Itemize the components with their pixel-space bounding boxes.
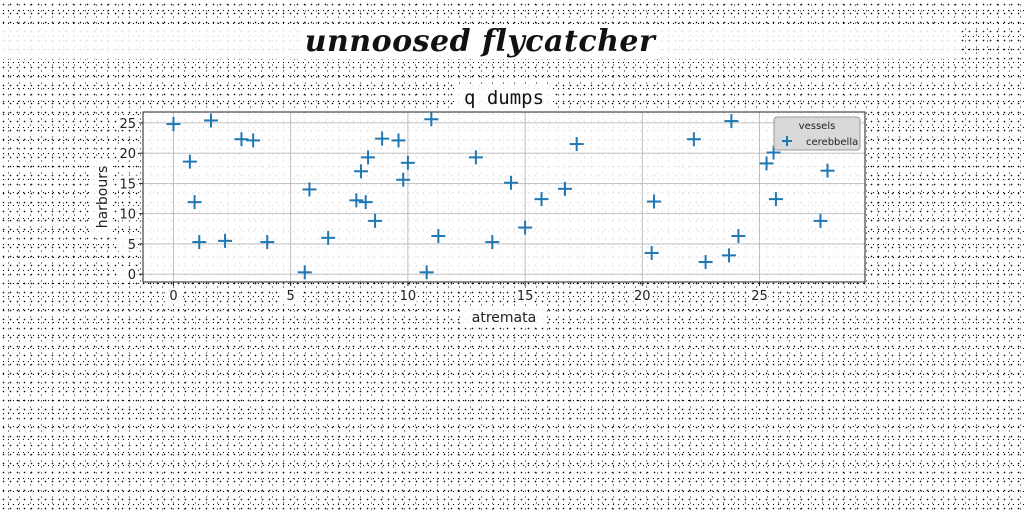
data-point bbox=[504, 175, 519, 190]
data-point bbox=[375, 131, 390, 146]
x-tick-label-bg bbox=[633, 289, 652, 303]
data-point bbox=[358, 195, 373, 210]
data-point bbox=[361, 150, 376, 165]
x-tick-label-bg bbox=[516, 289, 535, 303]
data-point bbox=[297, 265, 312, 280]
axis-ticks: 0 5 10 15 20 25 0 5 10 15 20 25 bbox=[118, 114, 769, 304]
data-point bbox=[518, 220, 533, 235]
data-point bbox=[813, 213, 828, 228]
data-point bbox=[192, 235, 207, 250]
data-point bbox=[698, 255, 713, 270]
data-point bbox=[400, 155, 415, 170]
x-tick-label: 5 bbox=[287, 289, 295, 304]
y-tick-label-bg bbox=[118, 205, 137, 221]
data-point bbox=[234, 132, 249, 147]
data-point bbox=[218, 233, 233, 248]
y-tick-label: 10 bbox=[119, 208, 136, 223]
data-point bbox=[468, 150, 483, 165]
x-axis-label: atremata bbox=[472, 310, 536, 326]
y-tick-label-bg bbox=[118, 266, 137, 282]
x-axis-label-bg bbox=[462, 307, 546, 326]
y-axis-label: harbours bbox=[95, 166, 111, 229]
data-point bbox=[534, 192, 549, 207]
y-tick-label-bg bbox=[118, 114, 137, 130]
data-points bbox=[166, 112, 835, 280]
data-point bbox=[722, 248, 737, 263]
grid bbox=[143, 112, 865, 282]
plot-frame bbox=[142, 111, 866, 283]
legend-entry-label: cerebbella bbox=[806, 137, 858, 148]
x-tick-label: 20 bbox=[634, 289, 651, 304]
data-point bbox=[569, 137, 584, 152]
x-tick-label-bg bbox=[164, 289, 183, 303]
data-point bbox=[731, 229, 746, 244]
data-point bbox=[686, 132, 701, 147]
data-point bbox=[349, 193, 364, 208]
data-point bbox=[354, 164, 369, 179]
y-tick-label: 15 bbox=[119, 177, 136, 192]
chart-title: q dumps bbox=[464, 87, 544, 109]
legend-title: vessels bbox=[799, 121, 836, 132]
data-point bbox=[302, 182, 317, 197]
x-tick-label-bg bbox=[750, 289, 769, 303]
data-point bbox=[166, 117, 181, 132]
y-tick-label-bg bbox=[118, 145, 137, 161]
data-point bbox=[768, 192, 783, 207]
y-tick-label-bg bbox=[118, 175, 137, 191]
page-title-text: unnoosed flycatcher bbox=[298, 24, 662, 59]
data-point bbox=[396, 172, 411, 187]
data-point bbox=[321, 230, 336, 245]
page-title: unnoosed flycatcher bbox=[0, 24, 960, 59]
y-tick-label: 20 bbox=[119, 147, 136, 162]
data-point bbox=[759, 156, 774, 171]
data-point bbox=[431, 229, 446, 244]
chart-title-bg bbox=[455, 84, 553, 110]
data-point bbox=[644, 245, 659, 260]
data-point bbox=[820, 163, 835, 178]
data-point bbox=[557, 181, 572, 196]
data-point bbox=[246, 133, 261, 148]
x-tick-label-bg bbox=[398, 289, 417, 303]
data-point bbox=[424, 112, 439, 127]
x-tick-label: 25 bbox=[751, 289, 768, 304]
x-tick-label: 15 bbox=[517, 289, 534, 304]
data-point bbox=[182, 154, 197, 169]
y-tick-label: 25 bbox=[119, 117, 136, 132]
x-tick-label: 10 bbox=[400, 289, 417, 304]
data-point bbox=[647, 194, 662, 209]
y-tick-label: 0 bbox=[128, 268, 136, 283]
x-tick-label: 0 bbox=[169, 289, 177, 304]
data-point bbox=[187, 195, 202, 210]
legend: vessels cerebbella bbox=[773, 116, 861, 151]
x-tick-label-bg bbox=[281, 289, 300, 303]
data-point bbox=[260, 235, 275, 250]
data-point bbox=[203, 113, 218, 128]
y-tick-label-bg bbox=[118, 235, 137, 251]
data-point bbox=[485, 235, 500, 250]
data-point bbox=[724, 114, 739, 129]
y-tick-label: 5 bbox=[128, 238, 136, 253]
legend-box bbox=[773, 116, 861, 151]
legend-marker bbox=[782, 136, 792, 146]
data-point bbox=[391, 133, 406, 148]
plot-area bbox=[143, 112, 865, 282]
y-axis-label-bg bbox=[93, 160, 113, 234]
data-point bbox=[368, 213, 383, 228]
data-point bbox=[419, 265, 434, 280]
